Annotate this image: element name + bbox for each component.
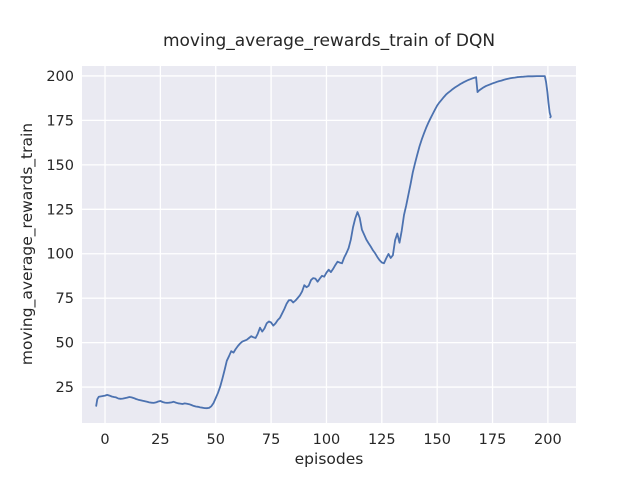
x-tick-label: 50 <box>207 432 225 448</box>
x-axis-label: episodes <box>294 450 364 468</box>
axes-background <box>82 66 576 423</box>
chart-title: moving_average_rewards_train of DQN <box>162 31 496 51</box>
y-tick-label: 200 <box>46 69 74 85</box>
y-tick-label: 125 <box>46 202 74 218</box>
x-tick-label: 175 <box>479 432 507 448</box>
y-tick-label: 100 <box>46 247 74 263</box>
x-tick-label: 0 <box>100 432 109 448</box>
y-tick-label: 150 <box>46 158 74 174</box>
y-tick-label: 25 <box>56 380 74 396</box>
y-tick-label: 50 <box>56 336 74 352</box>
x-tick-label: 100 <box>313 432 341 448</box>
x-tick-label: 150 <box>423 432 451 448</box>
y-tick-label: 75 <box>56 291 74 307</box>
line-series <box>95 75 552 410</box>
y-tick-label: 175 <box>46 113 74 129</box>
x-tick-label: 25 <box>151 432 169 448</box>
x-tick-label: 125 <box>368 432 396 448</box>
x-tick-label: 200 <box>534 432 562 448</box>
x-tick-label: 75 <box>262 432 280 448</box>
